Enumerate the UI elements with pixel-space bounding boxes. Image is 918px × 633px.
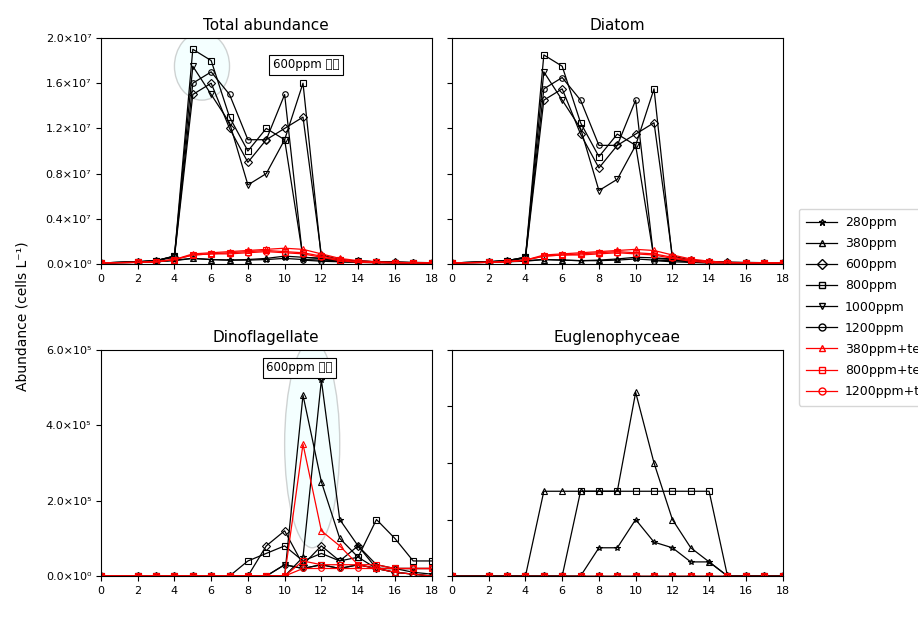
Ellipse shape [285, 341, 340, 548]
Title: Dinoflagellate: Dinoflagellate [213, 330, 319, 344]
Text: 600ppm 이하: 600ppm 이하 [266, 361, 332, 374]
Title: Euglenophyceae: Euglenophyceae [554, 330, 681, 344]
Ellipse shape [174, 32, 230, 100]
Legend: 280ppm, 380ppm, 600ppm, 800ppm, 1000ppm, 1200ppm, 380ppm+temp, 800ppm+temp, 1200: 280ppm, 380ppm, 600ppm, 800ppm, 1000ppm,… [799, 208, 918, 406]
Text: Abundance (cells L⁻¹): Abundance (cells L⁻¹) [16, 242, 30, 391]
Title: Diatom: Diatom [589, 18, 645, 33]
Title: Total abundance: Total abundance [204, 18, 330, 33]
Text: 600ppm 이상: 600ppm 이상 [273, 58, 340, 72]
